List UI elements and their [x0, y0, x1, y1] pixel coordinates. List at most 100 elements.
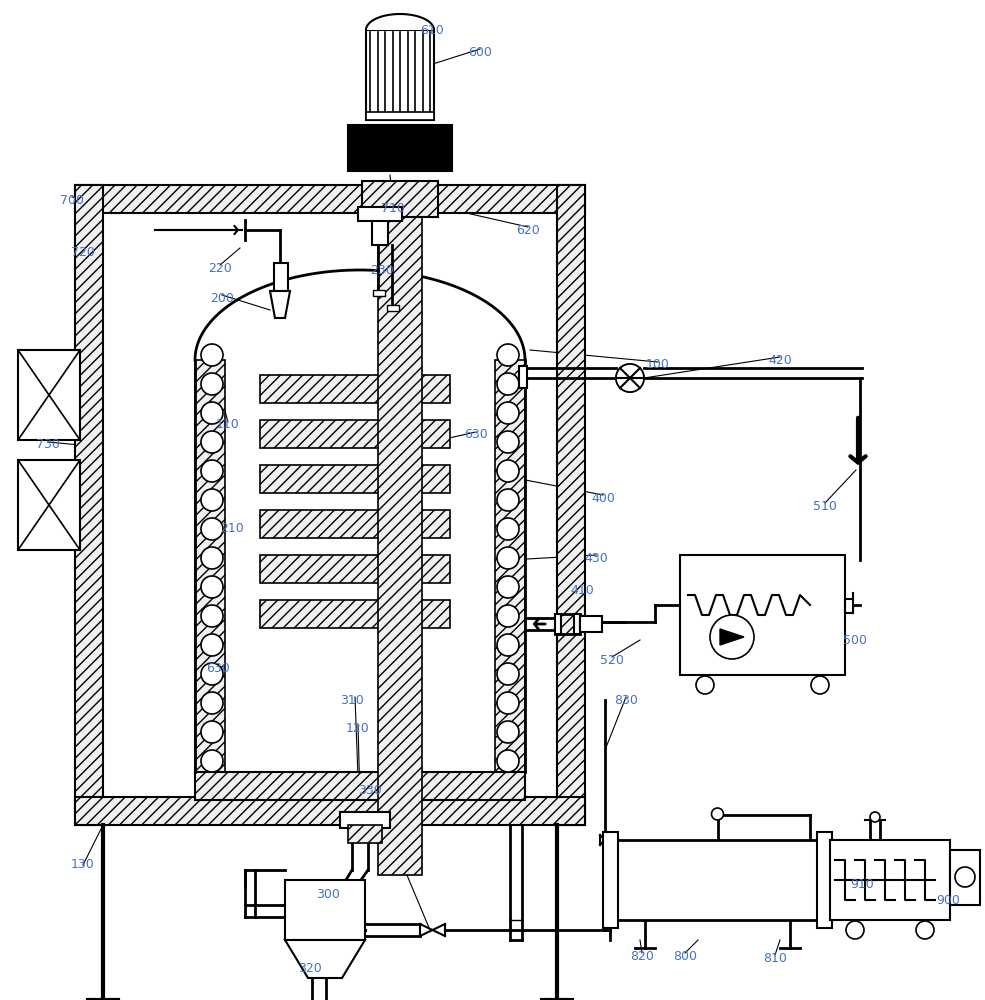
Polygon shape — [285, 940, 365, 978]
Bar — [195, 360, 225, 800]
Bar — [348, 125, 452, 171]
Circle shape — [201, 489, 223, 511]
Circle shape — [497, 489, 519, 511]
Circle shape — [497, 518, 519, 540]
Text: 510: 510 — [813, 499, 837, 512]
Bar — [18, 350, 80, 440]
Circle shape — [201, 692, 223, 714]
Circle shape — [497, 373, 519, 395]
Circle shape — [201, 402, 223, 424]
Text: 500: 500 — [843, 634, 867, 647]
Text: 810: 810 — [763, 952, 787, 964]
Bar — [362, 181, 438, 217]
Bar — [372, 215, 388, 245]
Bar — [373, 290, 385, 296]
Text: 720: 720 — [71, 245, 95, 258]
Bar — [519, 366, 527, 388]
Text: 610: 610 — [421, 23, 444, 36]
Circle shape — [497, 344, 519, 366]
Bar — [260, 465, 450, 493]
Text: 630: 630 — [206, 662, 230, 674]
Text: 330: 330 — [359, 784, 382, 796]
Bar — [340, 812, 390, 828]
Text: 830: 830 — [614, 694, 638, 706]
Text: 310: 310 — [340, 694, 363, 706]
Circle shape — [497, 431, 519, 453]
Bar — [557, 185, 585, 825]
Circle shape — [201, 344, 223, 366]
Bar — [75, 797, 585, 825]
Text: 130: 130 — [71, 858, 95, 871]
Bar — [18, 460, 80, 550]
Text: 820: 820 — [630, 950, 654, 962]
Bar — [817, 832, 832, 928]
Circle shape — [916, 921, 934, 939]
Text: 110: 110 — [216, 418, 240, 432]
Circle shape — [201, 663, 223, 685]
Circle shape — [201, 518, 223, 540]
Bar — [75, 185, 585, 213]
Text: 120: 120 — [346, 722, 370, 734]
Circle shape — [497, 721, 519, 743]
Bar — [285, 880, 365, 940]
Circle shape — [201, 605, 223, 627]
Bar — [366, 112, 434, 120]
Text: 800: 800 — [673, 950, 697, 962]
Circle shape — [616, 364, 644, 392]
Text: 200: 200 — [210, 292, 234, 304]
Bar — [260, 600, 450, 628]
Text: 300: 300 — [316, 888, 340, 902]
Circle shape — [497, 634, 519, 656]
Text: 620: 620 — [516, 224, 540, 236]
Bar — [387, 305, 399, 311]
Text: 210: 210 — [220, 522, 244, 534]
Polygon shape — [720, 629, 744, 645]
Bar — [555, 614, 561, 634]
Bar — [580, 616, 602, 632]
Circle shape — [201, 576, 223, 598]
Circle shape — [201, 460, 223, 482]
Circle shape — [201, 634, 223, 656]
Circle shape — [497, 402, 519, 424]
Bar — [574, 614, 580, 634]
Circle shape — [497, 460, 519, 482]
Circle shape — [696, 676, 714, 694]
Circle shape — [497, 605, 519, 627]
Text: 430: 430 — [584, 552, 608, 564]
Text: 400: 400 — [591, 491, 615, 504]
Text: 420: 420 — [768, 354, 792, 366]
Circle shape — [497, 750, 519, 772]
Bar — [274, 263, 288, 291]
Circle shape — [497, 692, 519, 714]
Text: 730: 730 — [36, 438, 60, 452]
Bar — [195, 772, 525, 800]
Circle shape — [201, 373, 223, 395]
Bar — [260, 375, 450, 403]
Text: 520: 520 — [600, 654, 624, 666]
Circle shape — [497, 547, 519, 569]
Text: 900: 900 — [936, 894, 960, 906]
Bar — [378, 185, 422, 875]
Bar — [830, 840, 950, 920]
Bar — [358, 207, 402, 221]
Bar — [260, 420, 450, 448]
Circle shape — [711, 808, 724, 820]
Circle shape — [710, 615, 754, 659]
Text: 700: 700 — [60, 194, 84, 207]
Text: 230: 230 — [370, 263, 394, 276]
Bar — [680, 555, 845, 675]
Circle shape — [497, 663, 519, 685]
Bar — [348, 825, 382, 843]
Circle shape — [201, 750, 223, 772]
Polygon shape — [195, 270, 525, 360]
Circle shape — [201, 431, 223, 453]
Circle shape — [846, 921, 864, 939]
Bar — [603, 832, 618, 928]
Circle shape — [811, 676, 829, 694]
Bar — [845, 599, 853, 613]
Polygon shape — [270, 291, 290, 318]
Text: 710: 710 — [381, 202, 405, 215]
Bar — [366, 30, 434, 120]
Circle shape — [497, 576, 519, 598]
Bar — [615, 840, 820, 920]
